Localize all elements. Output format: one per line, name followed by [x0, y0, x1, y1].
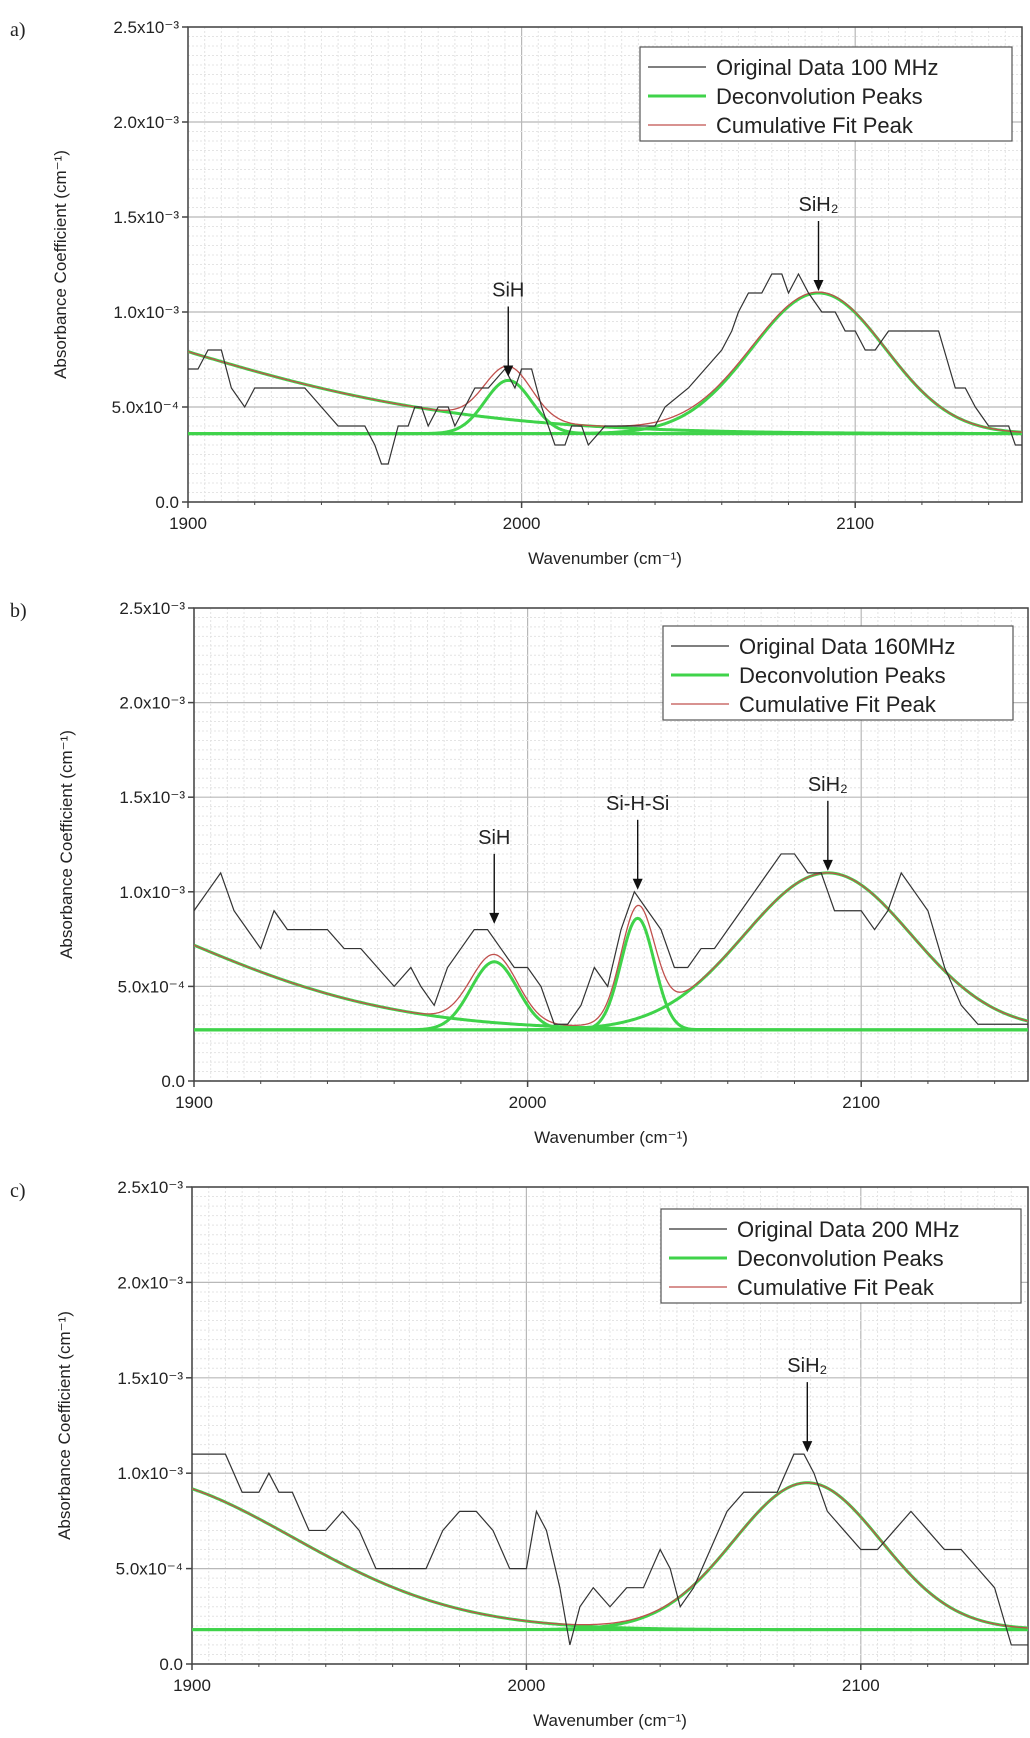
y-tick-label: 2.5x10⁻³ — [119, 599, 185, 618]
original-data-line — [194, 853, 1028, 1025]
annotation-label: SiH — [478, 827, 510, 849]
arrowhead-icon — [503, 365, 514, 377]
x-axis-label: Wavenumber (cm⁻¹) — [533, 1711, 687, 1730]
plot-frame — [187, 26, 1023, 503]
panel-b: 1900 2000 2100 0.0 5.0x10⁻⁴ 1.0x10⁻³ 1.5x10⁻³ 2… — [10, 599, 1029, 1147]
cumulative-fit-line — [192, 1482, 1028, 1629]
legend-entry: Deconvolution Peaks — [737, 1246, 944, 1271]
panel-label: c) — [10, 1180, 26, 1202]
legend-entry: Cumulative Fit Peak — [739, 692, 937, 717]
legend: Original Data 100 MHz Deconvolution Peaks… — [639, 46, 1013, 142]
legend: Original Data 200 MHz Deconvolution Peaks… — [660, 1208, 1022, 1304]
x-tick-label: 2000 — [503, 514, 541, 533]
legend-entry: Cumulative Fit Peak — [716, 113, 914, 138]
y-tick-label: 2.0x10⁻³ — [119, 694, 185, 713]
y-tick-label: 2.5x10⁻³ — [117, 1178, 183, 1197]
annotation-label: Si-H-Si — [606, 793, 669, 815]
x-tick-label: 2000 — [509, 1093, 547, 1112]
y-axis-label: Absorbance Coefficient (cm⁻¹) — [55, 1311, 74, 1540]
y-tick-label: 0.0 — [161, 1072, 185, 1091]
legend-entry: Original Data 200 MHz — [737, 1217, 960, 1242]
y-axis-label: Absorbance Coefficient (cm⁻¹) — [51, 150, 70, 379]
y-tick-label: 5.0x10⁻⁴ — [116, 1560, 183, 1579]
y-tick-label: 2.5x10⁻³ — [113, 18, 179, 37]
y-tick-label: 1.0x10⁻³ — [117, 1464, 183, 1483]
panel-a: 1900 2000 2100 0.0 5.0x10⁻⁴ 1.0x10⁻³ 1.5x10⁻³ 2… — [10, 18, 1023, 568]
y-axis-label: Absorbance Coefficient (cm⁻¹) — [57, 730, 76, 959]
annotation-label: SiH₂ — [799, 194, 839, 216]
x-tick-label: 2100 — [842, 1676, 880, 1695]
legend: Original Data 160MHz Deconvolution Peaks C… — [662, 625, 1014, 721]
cumulative-fit-line — [194, 872, 1028, 1027]
y-tick-label: 2.0x10⁻³ — [117, 1273, 183, 1292]
panel-label: a) — [10, 19, 26, 41]
arrowhead-icon — [822, 859, 833, 871]
arrowhead-icon — [813, 280, 824, 291]
arrowhead-icon — [489, 912, 500, 924]
legend-entry: Deconvolution Peaks — [716, 84, 923, 109]
y-tick-label: 1.5x10⁻³ — [117, 1369, 183, 1388]
y-tick-label: 1.5x10⁻³ — [113, 208, 179, 227]
plot-frame — [193, 607, 1029, 1082]
x-tick-label: 2100 — [842, 1093, 880, 1112]
grid — [187, 26, 1023, 503]
x-tick-label: 2000 — [507, 1676, 545, 1695]
x-axis-label: Wavenumber (cm⁻¹) — [528, 549, 682, 568]
arrowhead-icon — [802, 1441, 813, 1453]
y-tick-label: 0.0 — [155, 493, 179, 512]
x-tick-label: 1900 — [175, 1093, 213, 1112]
annotation-label: SiH₂ — [787, 1355, 827, 1377]
original-data-line — [192, 1453, 1028, 1646]
y-tick-label: 5.0x10⁻⁴ — [112, 398, 179, 417]
x-tick-label: 1900 — [173, 1676, 211, 1695]
panel-c: 1900 2000 2100 0.0 5.0x10⁻⁴ 1.0x10⁻³ 1.5x10⁻³ 2… — [10, 1178, 1029, 1730]
x-axis-label: Wavenumber (cm⁻¹) — [534, 1128, 688, 1147]
x-tick-label: 1900 — [169, 514, 207, 533]
y-tick-label: 2.0x10⁻³ — [113, 113, 179, 132]
annotation-label: SiH — [492, 280, 524, 302]
legend-entry: Original Data 160MHz — [739, 634, 955, 659]
panel-label: b) — [10, 600, 27, 622]
y-tick-label: 1.5x10⁻³ — [119, 788, 185, 807]
legend-entry: Cumulative Fit Peak — [737, 1275, 935, 1300]
y-tick-label: 0.0 — [159, 1655, 183, 1674]
plot-frame — [191, 1186, 1029, 1665]
original-data-line — [188, 272, 1022, 465]
legend-entry: Deconvolution Peaks — [739, 663, 946, 688]
y-tick-label: 1.0x10⁻³ — [119, 883, 185, 902]
x-tick-label: 2100 — [836, 514, 874, 533]
legend-entry: Original Data 100 MHz — [716, 55, 939, 80]
arrowhead-icon — [632, 878, 643, 890]
y-tick-label: 5.0x10⁻⁴ — [118, 977, 185, 996]
annotation-label: SiH₂ — [808, 774, 848, 796]
y-tick-label: 1.0x10⁻³ — [113, 303, 179, 322]
